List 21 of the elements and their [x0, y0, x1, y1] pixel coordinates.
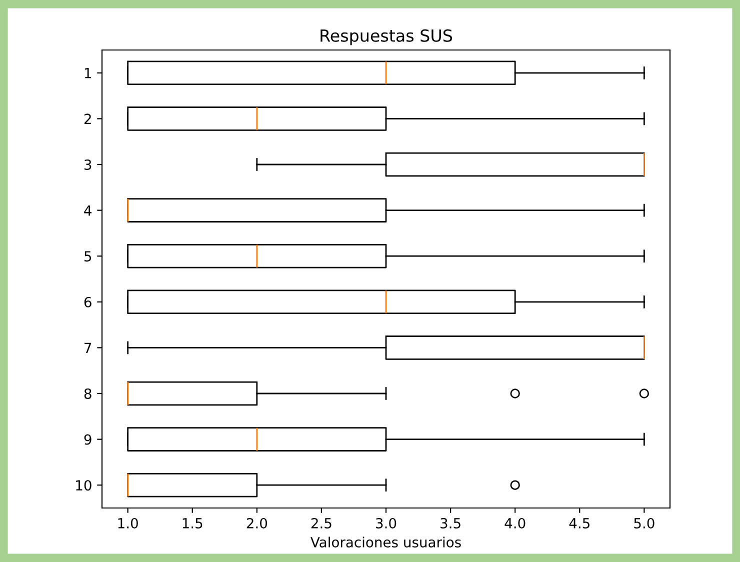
x-tick-label: 1.0 [118, 518, 138, 528]
chart-title: Respuestas SUS [320, 29, 452, 46]
y-tick-label: 10 [76, 480, 92, 491]
y-tick-label: 3 [84, 159, 92, 170]
y-tick-label: 9 [84, 434, 92, 445]
y-tick-label: 7 [84, 342, 92, 353]
x-tick-label: 5.0 [634, 518, 654, 528]
y-tick-label: 4 [84, 205, 92, 216]
y-tick-label: 1 [84, 68, 91, 78]
x-tick-label: 4.0 [504, 518, 526, 528]
y-tick-label: 8 [84, 388, 92, 399]
y-tick-label: 5 [84, 251, 92, 262]
x-tick-label: 1.5 [182, 518, 202, 528]
x-tick-label: 4.5 [569, 518, 590, 528]
y-tick-label: 2 [84, 114, 91, 124]
x-tick-label: 3.5 [440, 518, 460, 528]
x-tick-label: 3.0 [376, 518, 396, 528]
x-tick-label: 2.0 [246, 518, 268, 528]
x-tick-label: 2.5 [311, 518, 332, 528]
x-axis-title: Valoraciones usuarios [310, 536, 461, 548]
y-tick-label: 6 [84, 296, 92, 308]
